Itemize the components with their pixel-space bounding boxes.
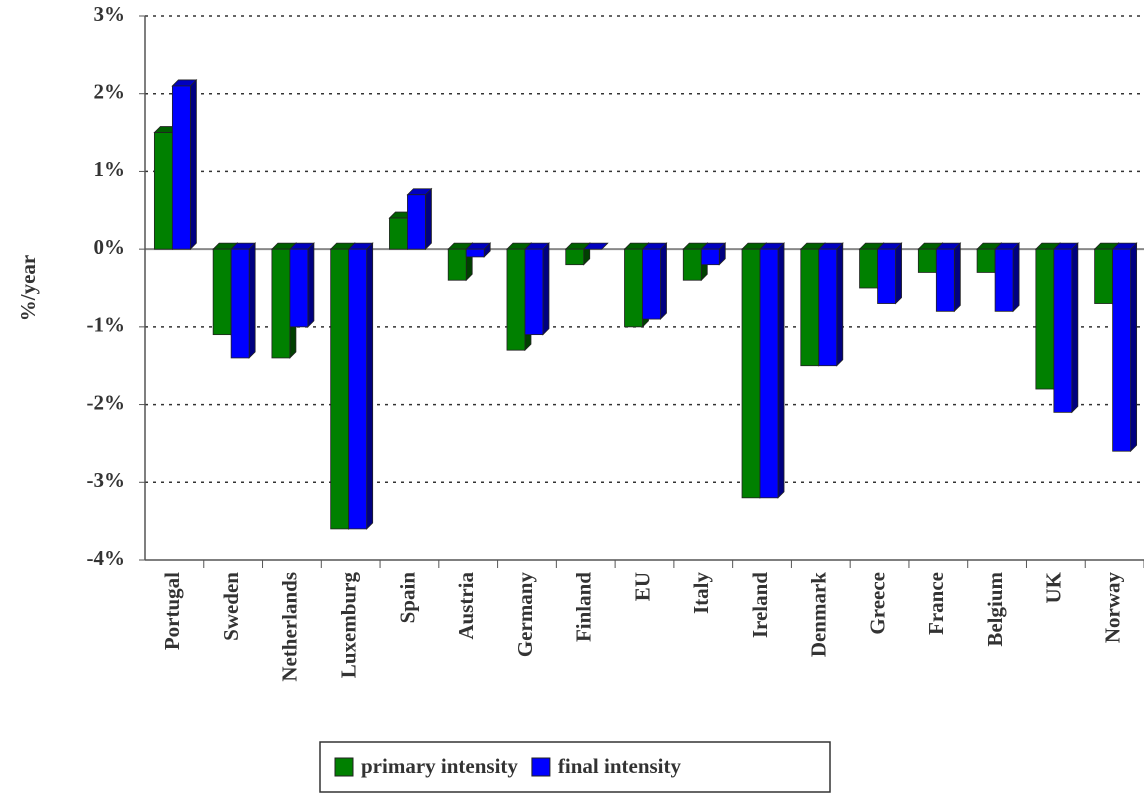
x-tick-label: Finland (572, 572, 596, 642)
x-tick-label: France (924, 572, 948, 635)
bar (1112, 248, 1132, 452)
bar (759, 248, 779, 499)
bar-side (1012, 242, 1020, 313)
bar (700, 248, 720, 266)
legend-box (319, 741, 831, 793)
bar (1053, 248, 1073, 413)
bar (565, 248, 585, 266)
x-tick-label: Greece (865, 572, 889, 635)
bar-side (307, 242, 315, 328)
bar (389, 217, 408, 250)
bar-side (777, 242, 785, 499)
bar (741, 248, 761, 499)
y-tick-label: 2% (94, 80, 126, 104)
bar (524, 248, 544, 336)
bar (877, 248, 896, 304)
bar (1035, 248, 1055, 390)
bar-side (1071, 242, 1079, 414)
x-tick-label: Netherlands (278, 572, 302, 682)
y-axis-label: %/year (16, 255, 40, 321)
x-tick-label: Austria (454, 572, 478, 640)
x-tick-label: Denmark (807, 572, 831, 657)
bar-top (582, 242, 609, 250)
x-tick-label: Spain (395, 572, 419, 624)
y-tick-label: -2% (87, 390, 126, 414)
y-tick-label: 3% (94, 2, 126, 26)
bar (818, 248, 838, 367)
bar (153, 132, 173, 250)
bar (859, 248, 878, 289)
bar (407, 194, 426, 250)
bar (682, 248, 702, 281)
bar (624, 248, 643, 328)
bar (289, 248, 309, 328)
bar (271, 248, 291, 359)
bar (330, 248, 350, 530)
legend-label: primary intensity (361, 754, 518, 778)
bar (348, 248, 368, 530)
legend: primary intensity final intensity (319, 741, 831, 793)
y-tick-label: -3% (87, 468, 126, 492)
bar-side (895, 242, 902, 305)
x-tick-label: Sweden (219, 572, 243, 641)
x-tick-label: Italy (689, 572, 713, 615)
bar (800, 248, 820, 367)
bar (212, 248, 232, 336)
x-tick-label: Ireland (748, 572, 772, 638)
x-tick-label: Belgium (983, 571, 1007, 646)
x-tick-label: Germany (513, 572, 537, 658)
bar (642, 248, 661, 320)
bar-side (248, 242, 256, 359)
x-tick-label: Portugal (160, 572, 184, 650)
bar (447, 248, 467, 281)
bar (506, 248, 526, 351)
bar-side (836, 242, 844, 367)
bar-side (953, 242, 961, 313)
bar (230, 248, 250, 359)
bar-side (366, 242, 374, 530)
y-tick-label: -1% (87, 313, 126, 337)
y-tick-label: -4% (87, 546, 126, 570)
x-tick-label: EU (630, 572, 654, 601)
y-tick-label: 1% (94, 157, 126, 181)
bar (171, 85, 191, 250)
bar-side (1130, 242, 1138, 453)
bar-side (542, 242, 550, 336)
legend-swatch (334, 757, 354, 777)
bar (935, 248, 955, 312)
legend-swatch (531, 757, 551, 777)
x-tick-label: Norway (1100, 572, 1124, 644)
bar (1094, 248, 1114, 304)
y-tick-label: 0% (94, 235, 126, 259)
x-tick-label: Luxemburg (336, 572, 360, 679)
bar (917, 248, 937, 273)
x-tick-label: UK (1042, 571, 1066, 603)
bar-side (189, 78, 197, 251)
bar (976, 248, 996, 273)
bar-side (660, 242, 667, 321)
bar (465, 248, 485, 258)
bar (994, 248, 1014, 312)
bar-side (425, 187, 432, 251)
legend-label: final intensity (558, 754, 682, 778)
